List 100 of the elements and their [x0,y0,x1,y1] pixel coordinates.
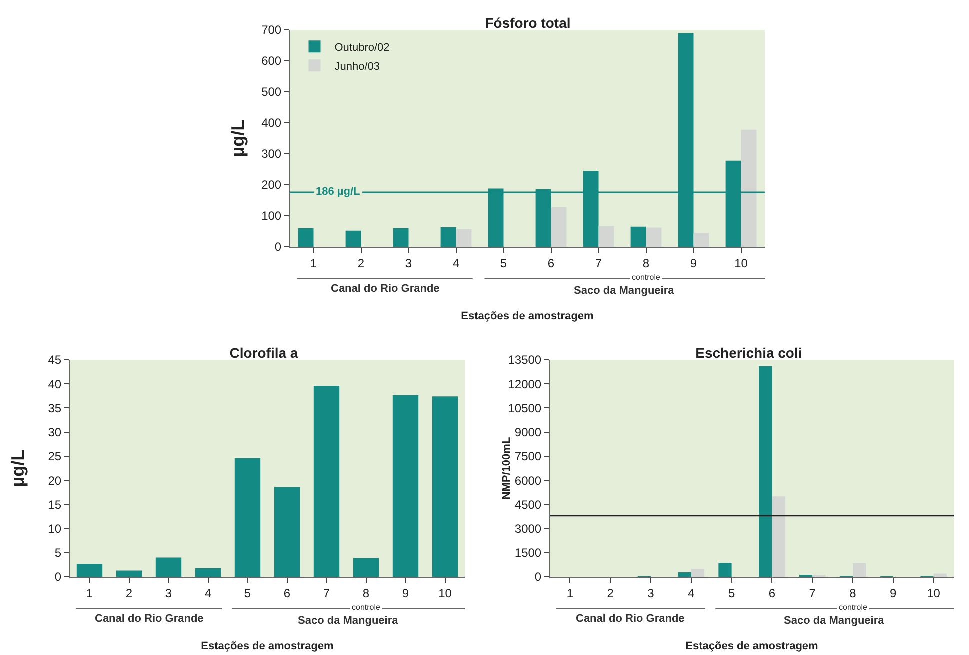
y-tick-label: 13500 [508,353,542,368]
x-tick-label: 4 [204,586,212,600]
bar [456,229,472,247]
bar [759,366,772,577]
y-tick-label: 200 [262,178,282,192]
y-tick-label: 10 [48,522,62,536]
bar [630,226,646,247]
bar [393,228,409,247]
y-tick-label: 6000 [514,474,542,488]
bar [646,228,662,247]
bar [116,570,142,577]
text: Canal do Rio Grande [576,613,685,625]
bar [298,228,314,247]
bar [772,496,786,577]
x-tick-label: 4 [452,256,460,270]
y-tick-label: 15 [48,498,62,512]
x-tick-label: 5 [244,586,252,600]
chart-title: Fósforo total [485,14,571,31]
y-tick-label: 9000 [514,426,542,440]
x-tick-label: 1 [566,586,574,600]
y-tick-label: 45 [48,353,62,368]
text: controle [352,603,382,612]
bar [195,568,222,577]
x-tick-label: 2 [607,586,614,600]
y-tick-label: 1500 [514,546,542,560]
x-tick-label: 8 [642,256,650,270]
y-tick-label: 20 [48,474,62,488]
text: Canal do Rio Grande [331,283,440,295]
x-tick-label: 7 [323,586,330,600]
x-tick-label: 3 [165,586,172,600]
x-tick-label: 1 [86,586,94,600]
y-tick-label: 600 [262,54,282,68]
bar [392,395,419,577]
y-tick-label: 0 [534,570,542,584]
bar [598,226,614,247]
y-tick-label: 5 [54,546,62,560]
y-tick-label: 100 [262,209,282,224]
y-tick-label: 12000 [508,377,542,392]
bar [440,227,456,247]
text: Saco da Mangueira [298,615,400,627]
bar [718,563,732,577]
x-tick-label: 10 [438,586,452,600]
y-tick-label: 7500 [514,450,542,464]
x-axis-title: Estações de amostragem [686,640,819,653]
x-tick-label: 10 [734,256,748,270]
x-tick-label: 6 [768,586,776,600]
bar [432,396,458,577]
y-tick-label: 0 [54,570,62,584]
x-tick-label: 10 [927,586,941,600]
y-tick-label: 25 [48,450,62,464]
bar [346,230,362,247]
y-tick-label: 300 [262,147,282,162]
y-axis-title: µg/L [228,120,248,158]
y-tick-label: 0 [274,240,282,254]
y-tick-label: 4500 [514,498,542,512]
chart-title: Clorofila a [230,344,298,361]
x-tick-label: 8 [850,586,857,600]
bar [156,558,182,577]
x-tick-label: 5 [728,586,736,600]
ref-line-label: 186 µg/L [316,186,361,198]
legend-label: Outubro/02 [334,42,390,54]
text: controle [632,273,662,282]
bar [234,458,261,577]
y-tick-label: 400 [262,116,282,130]
x-tick-label: 8 [362,586,370,600]
y-tick-label: 35 [48,401,62,416]
x-tick-label: 7 [809,586,816,600]
x-tick-label: 9 [890,586,898,600]
y-tick-label: 3000 [514,522,542,536]
bar [353,558,380,577]
bar [274,487,300,577]
x-tick-label: 9 [402,586,410,600]
x-tick-label: 1 [310,256,318,270]
bar [678,572,692,577]
y-tick-label: 40 [48,377,62,392]
x-tick-label: 2 [358,256,365,270]
text: Saco da Mangueira [784,615,886,627]
y-tick-label: 30 [48,426,62,440]
y-tick-label: 700 [262,23,282,38]
x-tick-label: 3 [648,586,655,600]
bar [694,233,710,247]
legend-label: Junho/03 [334,60,380,73]
x-tick-label: 7 [595,256,602,270]
y-axis-title: µg/L [8,450,28,488]
x-axis-title: Estações de amostragem [201,640,334,653]
x-tick-label: 4 [688,586,696,600]
bar [853,563,866,577]
x-tick-label: 6 [284,586,291,600]
bar [76,564,103,577]
y-tick-label: 10500 [508,401,542,416]
x-tick-label: 9 [690,256,698,270]
text: Canal do Rio Grande [95,613,204,625]
bar [314,386,340,577]
y-tick-label: 500 [262,85,282,100]
x-tick-label: 3 [405,256,412,270]
x-tick-label: 6 [548,256,555,270]
text: controle [839,603,868,612]
text: Saco da Mangueira [574,285,676,297]
bar [691,568,705,577]
x-axis-title: Estações de amostragem [461,310,594,323]
